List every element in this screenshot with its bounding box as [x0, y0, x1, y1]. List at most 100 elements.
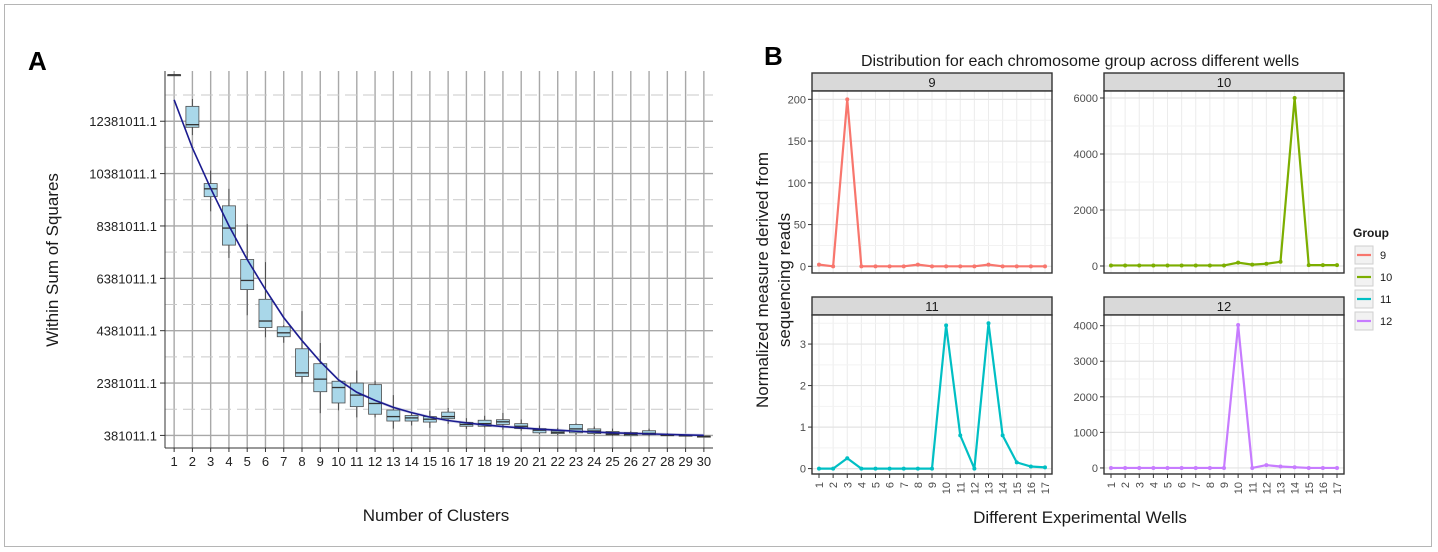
panel-b-facet-11-point: [972, 466, 977, 471]
panel-a-y-tick-label: 381011.1: [104, 428, 157, 443]
panel-a-x-tick-label: 20: [514, 454, 528, 469]
panel-b-facet-11-x-tick-label: 6: [885, 482, 897, 488]
panel-b-facet-12-point: [1123, 465, 1128, 470]
panel-b-facet-9-y-tick-label: 200: [788, 94, 806, 106]
panel-a-x-tick-label: 18: [477, 454, 491, 469]
panel-b-facet-11-point: [1043, 465, 1047, 470]
panel-b-facet-9-point: [944, 264, 949, 269]
panel-b-facet-10-point: [1137, 263, 1142, 268]
panel-a-x-tick-label: 8: [298, 454, 305, 469]
panel-b-facet-10-point: [1250, 262, 1255, 267]
panel-b-facet-11-x-tick-label: 7: [899, 482, 911, 488]
panel-b-facet-12-point: [1320, 465, 1325, 470]
panel-b-facet-12-y-tick-label: 3000: [1074, 356, 1098, 368]
panel-a-box: [258, 298, 273, 328]
panel-b-facet-12-point: [1109, 465, 1113, 470]
panel-a-x-tick-label: 5: [244, 454, 251, 469]
panel-b-facet-12-point: [1179, 465, 1184, 470]
panel-b-facet-12-point: [1278, 464, 1283, 469]
panel-a-x-tick-label: 27: [642, 454, 656, 469]
panel-b-facet-12-x-tick-label: 8: [1205, 482, 1217, 488]
panel-b-facet-11-x-tick-label: 5: [871, 482, 883, 488]
panel-b-facet-11-point: [817, 466, 821, 471]
panel-b-facet-11-y-tick-label: 2: [800, 381, 806, 393]
panel-a-x-tick-label: 29: [678, 454, 692, 469]
panel-b-facet-12-x-tick-label: 4: [1148, 482, 1160, 488]
panel-b-facet-10-point: [1335, 263, 1339, 268]
panel-b-facet-9-y-tick-label: 150: [788, 136, 806, 148]
panel-b-facet-11-strip-label: 11: [925, 299, 939, 314]
panel-b-facet-11-y-tick-label: 3: [800, 339, 806, 351]
panel-b-facet-9-y-tick-label: 100: [788, 178, 806, 190]
panel-a-x-tick-label: 6: [262, 454, 269, 469]
panel-b-facet-11-x-tick-label: 13: [984, 482, 996, 494]
panel-a-box: [313, 363, 328, 393]
panel-b-facet-9-point: [958, 264, 963, 269]
panel-b-facet-12-x-tick-label: 9: [1219, 482, 1231, 488]
panel-b-facet-9-y-tick-label: 50: [794, 220, 806, 232]
panel-a-box: [441, 411, 456, 420]
panel-b-facet-11-x-tick-label: 16: [1026, 482, 1038, 494]
panel-b-facet-12-point: [1151, 465, 1156, 470]
panel-a-box: [203, 183, 218, 198]
panel-b-facet-11-point: [958, 433, 963, 438]
panel-a-y-tick-label: 2381011.1: [97, 376, 158, 391]
panel-b-facet-9-y-tick-label: 0: [800, 261, 806, 273]
panel-b-facet-12-y-tick-label: 0: [1092, 463, 1098, 475]
panel-b-facet-10-y-tick-label: 2000: [1074, 205, 1098, 217]
panel-b-y-axis-title-line1: Normalized measure derived from: [753, 152, 772, 408]
panel-b-facet-11-x-tick-label: 12: [969, 482, 981, 494]
panel-a-fit-line: [173, 99, 704, 437]
panel-b-facet-9-point: [873, 264, 878, 269]
panel-b-title: Distribution for each chromosome group a…: [861, 53, 1299, 70]
panel-b-facet-12-y-tick-label: 2000: [1074, 392, 1098, 404]
panel-a-x-tick-label: 4: [225, 454, 232, 469]
panel-b-facet-10-y-tick-label: 6000: [1074, 93, 1098, 105]
panel-a-x-tick-label: 1: [171, 454, 178, 469]
panel-b-facet-12-point: [1306, 465, 1311, 470]
legend-entry-label: 11: [1380, 294, 1391, 306]
panel-b-facet-12-point: [1165, 465, 1170, 470]
panel-b-facet-12-point: [1222, 465, 1226, 470]
panel-b-facet-12-point: [1335, 465, 1339, 470]
panel-a-x-axis-title: Number of Clusters: [363, 506, 509, 525]
panel-b-facet-9-point: [901, 264, 906, 269]
panel-b-facet-11-point: [986, 321, 991, 326]
panel-b-facet-11-point: [944, 323, 949, 328]
panel-b-facet-12-x-tick-label: 7: [1191, 482, 1203, 488]
panel-b-facet-12-point: [1250, 465, 1255, 470]
panel-b-facet-11-point: [831, 466, 836, 471]
panel-b-facet-9-point: [845, 97, 850, 102]
panel-b-y-axis-title-line2: sequencing reads: [775, 213, 794, 347]
panel-b-facet-11-point: [873, 466, 878, 471]
panel-a-x-tick-label: 19: [496, 454, 510, 469]
panel-b-facet-12-x-tick-label: 16: [1318, 482, 1330, 494]
panel-b-facet-12-x-tick-label: 12: [1261, 482, 1273, 494]
legend-title: Group: [1353, 226, 1389, 240]
panel-a-y-tick-label: 12381011.1: [89, 114, 157, 129]
panel-b-facet-10-point: [1151, 263, 1156, 268]
panel-a-x-tick-label: 26: [624, 454, 638, 469]
panel-b-facet-10-point: [1278, 259, 1283, 264]
panel-b-facet-9-point: [859, 264, 864, 269]
panel-b-facet-12-strip-label: 12: [1217, 299, 1231, 314]
panel-a-box: [185, 105, 200, 128]
panel-b-facet-9-point: [972, 264, 977, 269]
panel-b-facet-9-point: [1043, 264, 1047, 269]
panel-b-facet-10-point: [1264, 261, 1269, 266]
legend: Group 9 10 11 12: [1353, 226, 1392, 331]
panel-b-facet-10-point: [1222, 263, 1226, 268]
panel-b-facet-11-point: [930, 466, 934, 471]
panel-b-facet-12-y-tick-label: 1000: [1074, 427, 1098, 439]
panel-b-facet-12-x-tick-label: 13: [1276, 482, 1288, 494]
panel-a-chart: 381011.1 2381011.1 4381011.1 6381011.1 83810…: [89, 71, 713, 469]
panel-b-facet-11-x-tick-label: 15: [1012, 482, 1024, 494]
panel-b-facet-12-x-tick-label: 15: [1304, 482, 1316, 494]
panel-b-facet-12-point: [1207, 465, 1212, 470]
panel-b-facet-11-point: [1028, 464, 1033, 469]
panel-a-x-tick-label: 11: [350, 454, 364, 469]
panel-a-x-tick-label: 24: [587, 454, 601, 469]
panel-a-y-tick-label: 8381011.1: [97, 219, 158, 234]
panel-b-facet-12-x-tick-label: 1: [1106, 482, 1118, 488]
